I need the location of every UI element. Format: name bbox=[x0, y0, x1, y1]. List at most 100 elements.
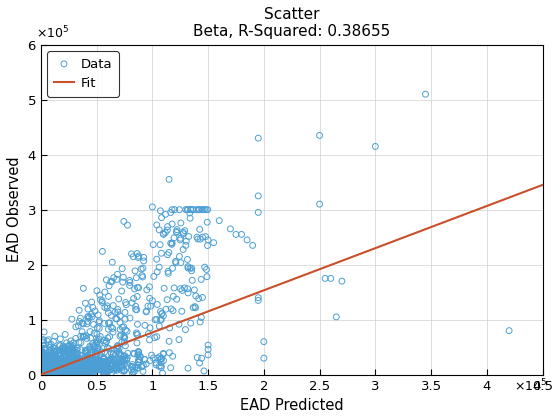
Data bbox=[92, 361, 101, 368]
Data bbox=[47, 368, 56, 375]
Data bbox=[66, 365, 74, 372]
Data bbox=[55, 364, 64, 370]
Data bbox=[72, 366, 81, 373]
Data bbox=[54, 368, 63, 375]
Data bbox=[171, 258, 180, 265]
Data bbox=[39, 371, 48, 378]
Data bbox=[52, 370, 61, 377]
Data bbox=[58, 366, 67, 373]
Data bbox=[86, 368, 95, 375]
Data bbox=[52, 365, 60, 372]
Data bbox=[153, 268, 162, 275]
Data bbox=[59, 368, 68, 375]
Data bbox=[50, 355, 59, 362]
Data bbox=[44, 352, 53, 359]
Data bbox=[132, 306, 141, 313]
Data bbox=[38, 361, 47, 368]
Data bbox=[40, 361, 49, 368]
Data bbox=[157, 359, 166, 366]
Data bbox=[50, 365, 59, 372]
Data bbox=[97, 362, 106, 369]
Data bbox=[48, 370, 57, 377]
Data bbox=[44, 367, 53, 374]
Data bbox=[175, 253, 184, 260]
Data bbox=[69, 367, 78, 373]
Data bbox=[41, 346, 50, 352]
Data bbox=[38, 365, 46, 372]
Data bbox=[38, 365, 47, 372]
Data bbox=[142, 286, 151, 293]
Data bbox=[50, 371, 59, 378]
Data bbox=[123, 328, 132, 335]
Data bbox=[95, 342, 104, 349]
Data bbox=[172, 296, 181, 303]
Data bbox=[37, 368, 46, 374]
Data bbox=[50, 369, 59, 375]
Data bbox=[81, 368, 90, 374]
Data bbox=[160, 285, 169, 291]
Data bbox=[52, 368, 61, 375]
Data bbox=[77, 362, 86, 368]
Data bbox=[39, 362, 48, 369]
Data bbox=[56, 368, 65, 375]
Data bbox=[118, 279, 127, 286]
Data bbox=[91, 357, 100, 363]
Data bbox=[64, 363, 73, 370]
Data bbox=[44, 362, 53, 368]
Data bbox=[62, 356, 71, 362]
Data bbox=[48, 369, 57, 376]
Data bbox=[167, 220, 176, 227]
Data bbox=[42, 367, 51, 373]
Data bbox=[59, 344, 68, 351]
Data bbox=[56, 360, 65, 367]
Data bbox=[141, 322, 150, 329]
Data bbox=[38, 368, 47, 375]
Data bbox=[61, 368, 70, 375]
Data bbox=[40, 369, 49, 376]
Data bbox=[189, 304, 198, 311]
Data bbox=[41, 370, 50, 377]
Data bbox=[48, 356, 57, 362]
Data bbox=[46, 362, 55, 369]
Data bbox=[76, 360, 85, 367]
Data bbox=[38, 361, 47, 368]
Data bbox=[87, 368, 96, 375]
Data bbox=[39, 369, 48, 376]
Data bbox=[92, 362, 101, 368]
Data bbox=[65, 363, 74, 370]
Data bbox=[88, 340, 97, 347]
Data bbox=[100, 358, 109, 365]
Data bbox=[41, 365, 50, 372]
Data bbox=[59, 365, 68, 372]
Data bbox=[58, 370, 67, 376]
Data bbox=[44, 358, 53, 365]
Data bbox=[48, 369, 57, 375]
Data bbox=[38, 370, 46, 376]
Data bbox=[113, 306, 122, 313]
Data bbox=[90, 330, 99, 337]
Data bbox=[90, 343, 99, 350]
Data bbox=[159, 357, 168, 364]
Data bbox=[38, 363, 46, 370]
Data bbox=[48, 370, 57, 377]
Data bbox=[83, 346, 92, 353]
Data bbox=[149, 354, 158, 361]
Data bbox=[43, 369, 52, 376]
Data bbox=[94, 346, 102, 352]
Data bbox=[64, 366, 73, 373]
Data bbox=[41, 369, 50, 375]
Data bbox=[45, 357, 54, 363]
Data bbox=[76, 333, 85, 340]
Data bbox=[38, 368, 46, 375]
Data bbox=[43, 366, 52, 373]
Data bbox=[38, 370, 46, 377]
Data bbox=[50, 366, 59, 373]
Data bbox=[103, 344, 112, 351]
Data bbox=[41, 359, 50, 365]
Data bbox=[67, 366, 76, 373]
Data bbox=[166, 240, 175, 247]
Data bbox=[47, 370, 56, 377]
Data bbox=[68, 342, 77, 349]
Data bbox=[125, 279, 134, 286]
Data bbox=[39, 360, 48, 367]
